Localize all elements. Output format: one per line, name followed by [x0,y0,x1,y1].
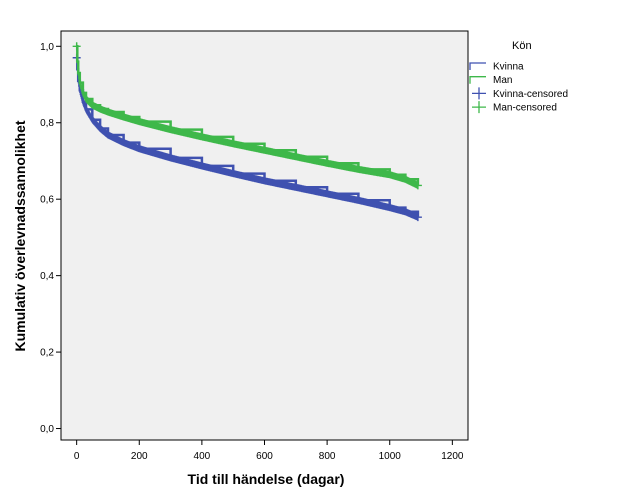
legend-man-swatch [469,76,486,84]
x-axis-title: Tid till händelse (dagar) [188,471,345,487]
man-line [76,45,420,186]
x-tick-label: 400 [194,451,211,462]
x-tick-label: 1000 [379,451,402,462]
legend-kvinna-censored-swatch [472,87,486,100]
x-tick-label: 0 [74,451,80,462]
y-tick-label: 0,8 [40,118,54,129]
legend-man-censored-swatch [472,101,486,114]
y-tick-label: 0,2 [40,348,54,359]
y-axis-title: Kumulativ överlevnadssannolikhet [12,120,28,351]
x-tick-label: 600 [256,451,273,462]
legend-kvinna-censored-label: Kvinna-censored [493,89,568,100]
legend-man-label: Man [493,75,512,86]
x-tick-label: 1200 [441,451,464,462]
x-tick-label: 800 [319,451,336,462]
kvinna-censor-marker [413,213,422,222]
legend-man-censored-label: Man-censored [493,103,557,114]
y-axis-ticks: 0,0 0,2 0,4 0,6 0,8 1,0 [40,42,61,435]
legend-kvinna-label: Kvinna [493,62,524,73]
man-censor-marker [413,181,422,190]
man-censor-marker [72,42,81,51]
plot-area [60,30,469,441]
y-tick-label: 0,6 [40,195,54,206]
legend-kvinna-swatch [469,62,486,70]
x-tick-label: 200 [131,451,148,462]
y-tick-label: 0,4 [40,271,54,282]
legend-title: Kön [512,40,532,52]
legend: Kön Kvinna Man Kvinna-censored Man-censored [469,40,568,114]
x-axis-ticks: 0 200 400 600 800 1000 1200 [74,440,464,462]
y-tick-label: 0,0 [40,424,54,435]
y-tick-label: 1,0 [40,42,54,53]
series-layer [72,42,422,222]
